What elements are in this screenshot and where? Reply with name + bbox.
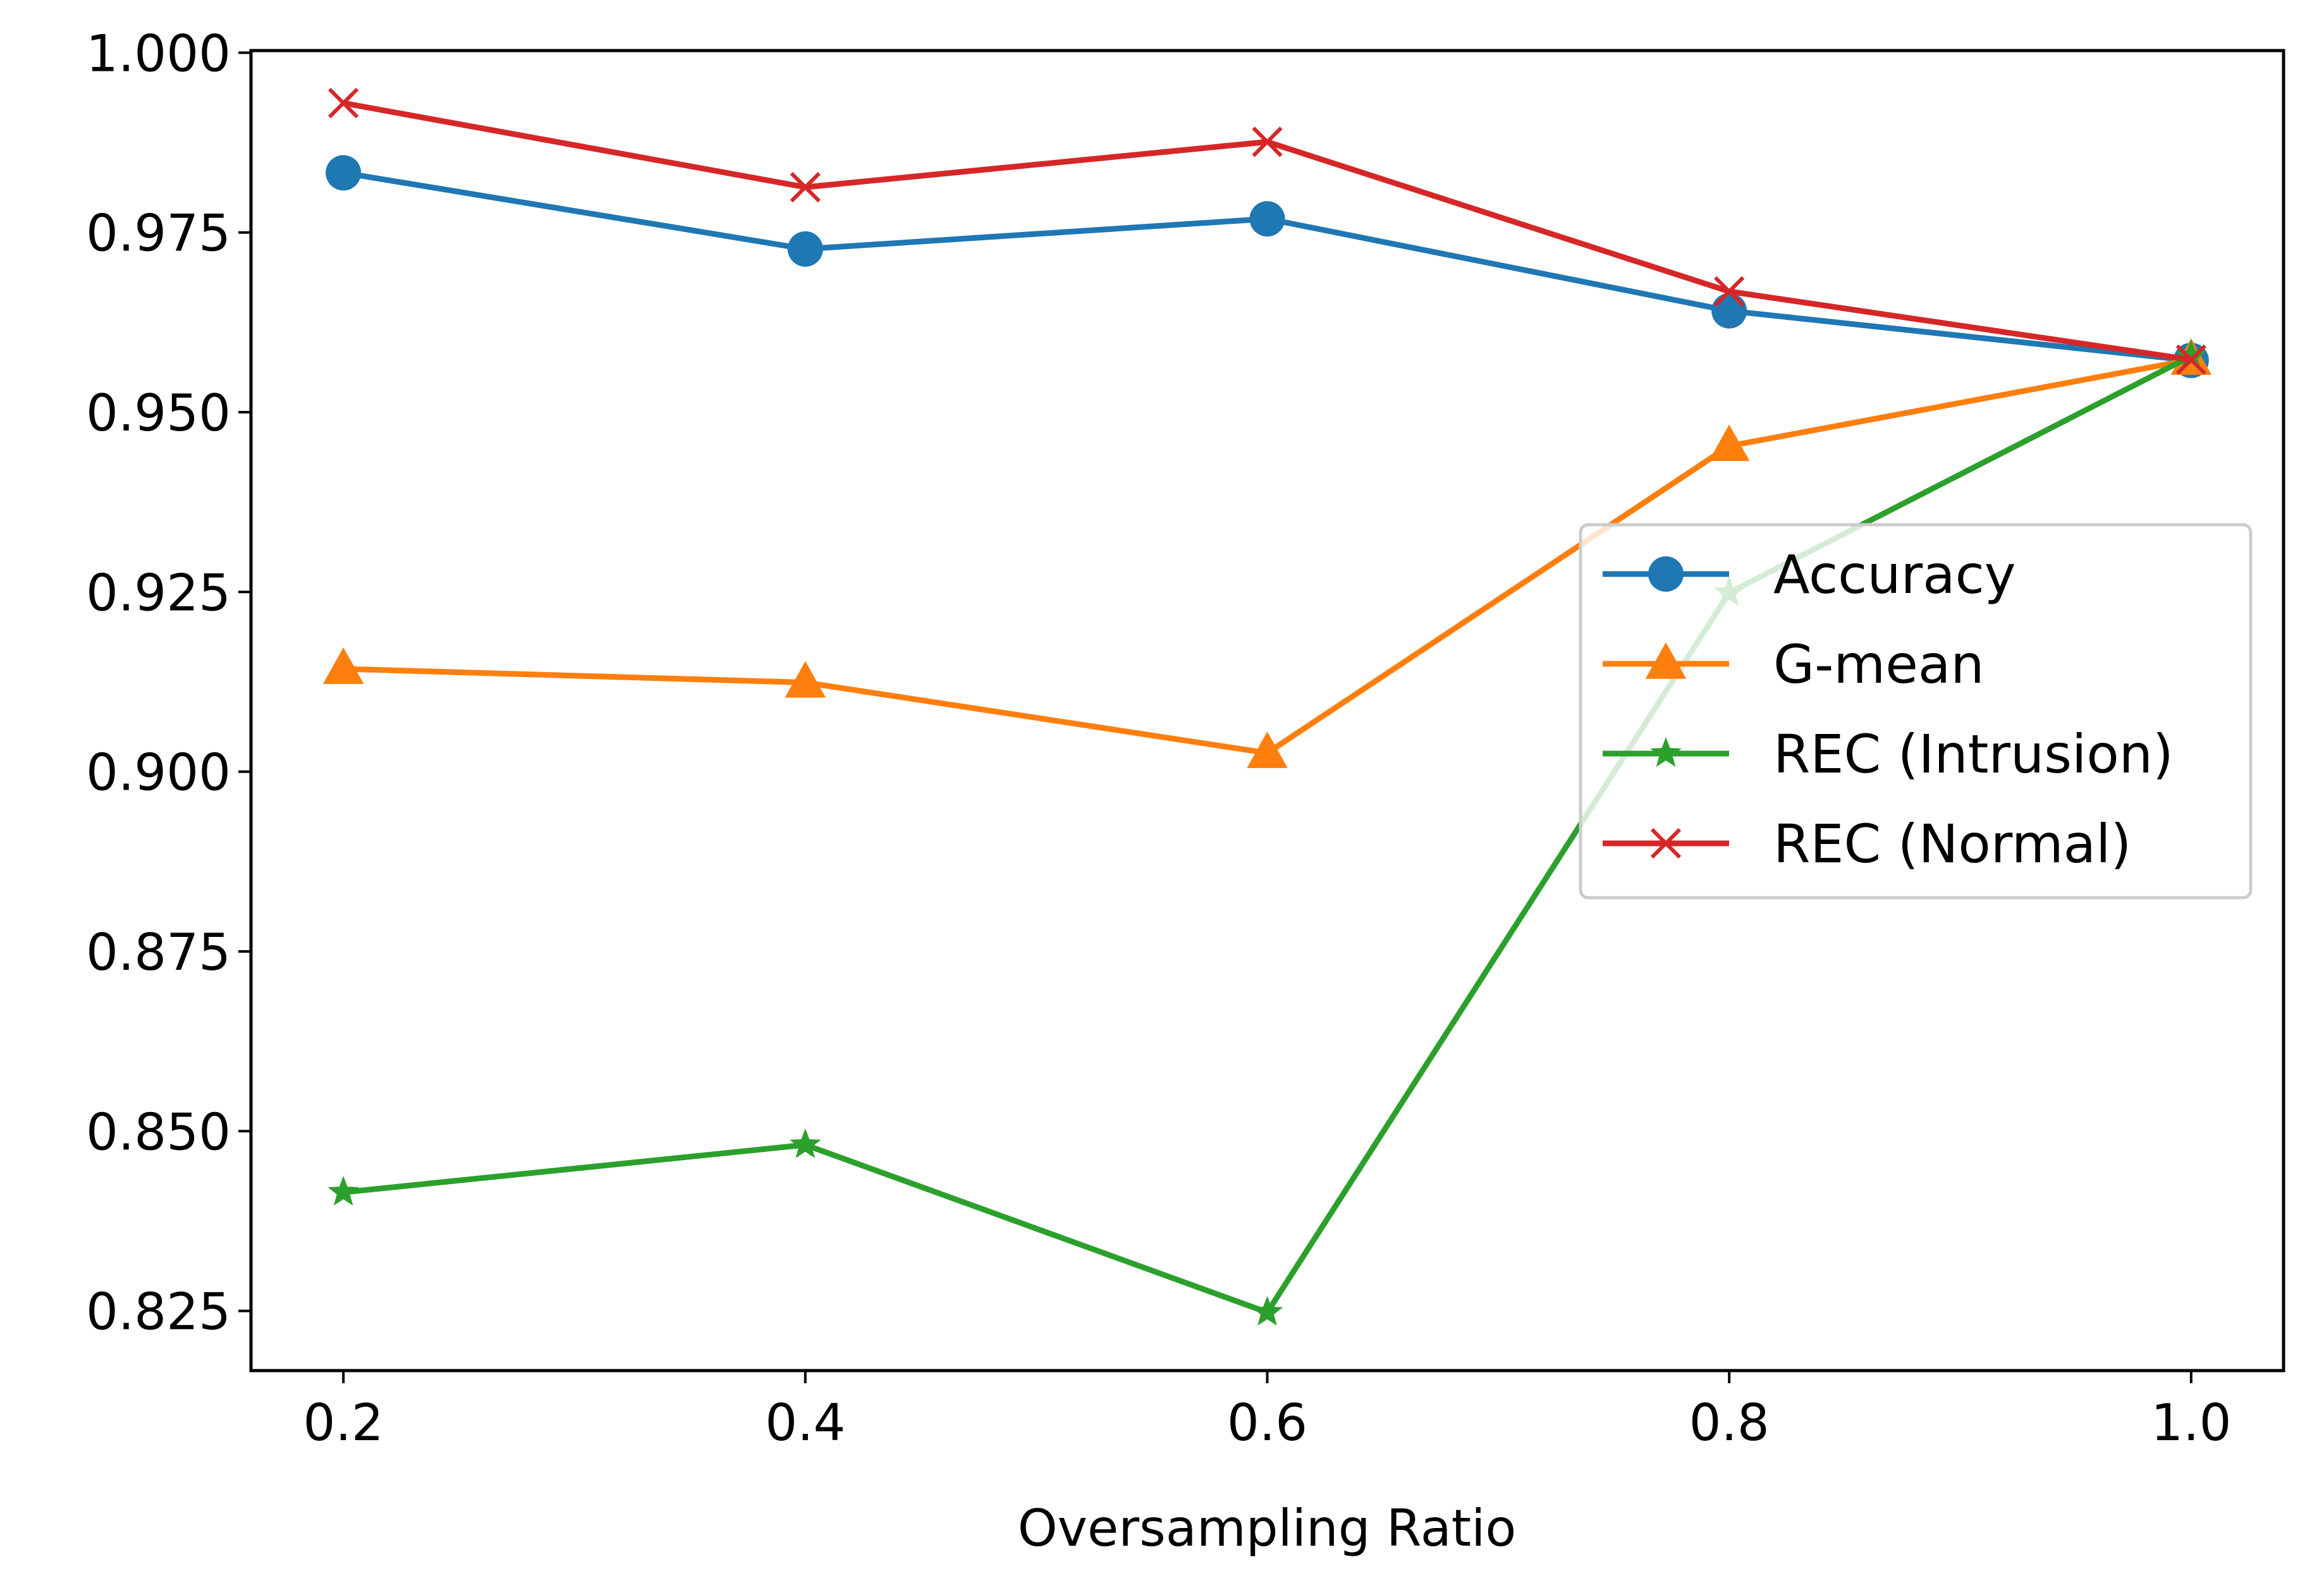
data-point — [1251, 1295, 1283, 1326]
data-point — [322, 647, 364, 684]
y-tick-label: 0.975 — [86, 204, 231, 263]
y-tick-label: 0.850 — [86, 1103, 231, 1161]
data-point — [1708, 424, 1750, 462]
legend-label: G-mean — [1773, 633, 1985, 695]
legend-box — [1579, 523, 2253, 900]
data-point — [1249, 201, 1285, 237]
y-tick-label: 0.925 — [86, 563, 231, 622]
data-point — [327, 1176, 359, 1206]
legend-label: REC (Intrusion) — [1773, 723, 2174, 785]
x-tick-label: 0.8 — [1689, 1393, 1770, 1452]
y-tick-label: 0.875 — [86, 923, 231, 982]
series-layer — [322, 87, 2212, 1326]
x-tick-label: 0.6 — [1227, 1393, 1307, 1452]
x-axis-label: Oversampling Ratio — [1018, 1499, 1517, 1558]
ticks-layer: 0.2 0.4 0.6 0.8 1.0 0.825 0.850 0.875 0.900 0.925… — [86, 24, 2232, 1452]
x-tick-label: 0.2 — [303, 1393, 384, 1452]
legend-item: REC (Intrusion) — [1603, 723, 2174, 785]
legend-item: REC (Normal) — [1603, 813, 2131, 875]
data-point — [1711, 293, 1747, 329]
data-point — [1714, 276, 1745, 307]
data-point — [326, 155, 362, 191]
legend-item: Accuracy — [1603, 544, 2016, 606]
data-point — [1247, 731, 1288, 768]
data-point — [785, 661, 826, 698]
data-point — [2175, 344, 2206, 376]
legend: Accuracy G-mean REC (Intrusion) REC (Normal… — [1579, 523, 2253, 900]
data-point — [2175, 339, 2207, 370]
legend-marker — [1650, 737, 1682, 767]
legend-item: G-mean — [1603, 633, 1985, 695]
legend-marker — [1645, 642, 1687, 679]
x-tick-label: 1.0 — [2151, 1393, 2231, 1452]
y-tick-label: 0.950 — [86, 384, 231, 443]
legend-marker — [1650, 828, 1682, 859]
data-point — [328, 87, 359, 119]
series-rec-normal — [328, 87, 2206, 376]
legend-marker — [1648, 556, 1684, 592]
y-tick-label: 0.900 — [86, 743, 231, 802]
data-point — [787, 231, 823, 267]
legend-label: REC (Normal) — [1773, 813, 2131, 875]
data-point — [790, 1128, 821, 1158]
legend-label: Accuracy — [1773, 544, 2016, 606]
y-tick-label: 1.000 — [86, 24, 231, 83]
data-point — [1252, 126, 1283, 157]
y-tick-label: 0.825 — [86, 1283, 231, 1342]
x-tick-label: 0.4 — [765, 1393, 845, 1452]
data-point — [790, 171, 821, 203]
